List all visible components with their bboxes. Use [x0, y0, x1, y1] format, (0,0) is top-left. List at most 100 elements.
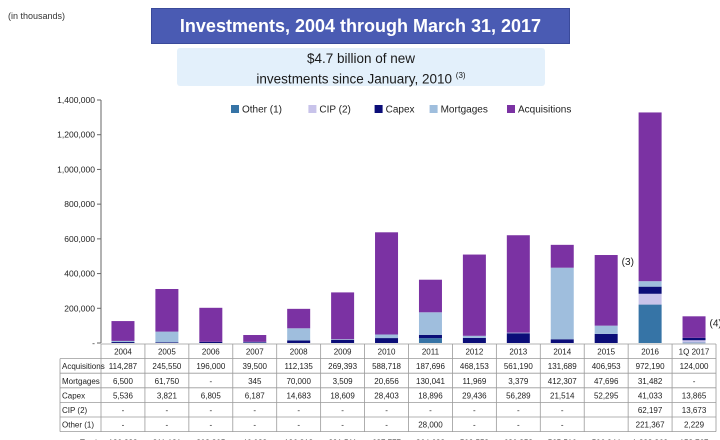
table-cell-value: 13,865	[682, 391, 707, 400]
bar-segment-acquisitions	[682, 316, 706, 338]
subtitle-footnote: (3)	[455, 71, 466, 80]
table-cell-value: -	[209, 377, 212, 386]
total-value: 46,032	[243, 439, 268, 440]
total-value: 196,818	[284, 439, 313, 440]
table-cell-value: 70,000	[286, 377, 311, 386]
bar-segment-acquisitions	[243, 335, 267, 342]
table-cell-value: 52,295	[594, 391, 619, 400]
bar-segment-acquisitions	[199, 307, 223, 342]
table-cell-value: 561,190	[504, 362, 533, 371]
table-cell-value: 62,197	[638, 406, 663, 415]
table-cell-value: -	[297, 421, 300, 430]
x-category-label: 2014	[553, 348, 571, 357]
legend-swatch	[308, 105, 317, 113]
bar-segment-acquisitions	[155, 288, 179, 332]
bar-segment-capex	[375, 338, 399, 343]
table-cell-value: -	[341, 421, 344, 430]
legend-swatch	[429, 105, 438, 113]
table-cell-value: 221,367	[636, 421, 665, 430]
table-cell-value: 61,750	[155, 377, 180, 386]
table-cell-value: -	[693, 377, 696, 386]
table-cell-value: -	[385, 406, 388, 415]
x-category-label: 2011	[422, 348, 440, 357]
legend-label: Acquisitions	[518, 105, 571, 116]
bar-segment-capex	[418, 334, 442, 339]
legend-label: Mortgages	[441, 105, 488, 116]
bar-segment-mortgages	[638, 281, 662, 287]
bar-segment-mortgages	[287, 328, 311, 341]
y-tick-label: 600,000	[64, 234, 95, 244]
bar-segment-capex	[594, 333, 618, 343]
page-title: Investments, 2004 through March 31, 2017	[179, 15, 542, 36]
table-cell-value: -	[561, 406, 564, 415]
table-cell-value: -	[517, 421, 520, 430]
y-tick-label: -	[92, 338, 95, 348]
bar-segment-mortgages	[243, 341, 267, 343]
totals-row-label: Total	[80, 439, 97, 440]
table-cell-value: 21,514	[550, 391, 575, 400]
units-note: (in thousands)	[8, 11, 66, 21]
table-cell-value: 28,000	[418, 421, 443, 430]
table-cell-value: 20,656	[374, 377, 399, 386]
table-cell-value: 11,969	[462, 377, 486, 386]
table-cell-value: -	[253, 406, 256, 415]
legend-swatch	[507, 105, 515, 113]
table-cell-value: -	[473, 406, 476, 415]
table-row-label: Capex	[62, 391, 85, 400]
legend-label: CIP (2)	[319, 105, 351, 116]
table-cell-value: 269,393	[328, 362, 357, 371]
bar-segment-mortgages	[418, 312, 442, 335]
table-cell-value: 6,500	[113, 377, 134, 386]
total-value: 506,944	[592, 439, 621, 440]
table-cell-value: 245,550	[152, 362, 181, 371]
bar-segment-capex	[638, 286, 662, 294]
table-cell-value: -	[166, 421, 169, 430]
table-cell-value: 412,307	[548, 377, 577, 386]
x-category-label: 2015	[597, 348, 615, 357]
table-cell-value: 3,821	[157, 391, 178, 400]
bar-segment-capex	[155, 342, 179, 343]
table-cell-value: -	[297, 406, 300, 415]
x-category-label: 2004	[114, 348, 132, 357]
bar-segment-mortgages	[155, 331, 179, 343]
table-cell-value: 29,436	[462, 391, 487, 400]
bar-segment-capex	[506, 333, 530, 343]
table-cell-value: -	[341, 406, 344, 415]
table-cell-value: 468,153	[460, 362, 489, 371]
table-cell-value: -	[429, 406, 432, 415]
table-cell-value: 124,000	[680, 362, 709, 371]
total-value: 202,805	[196, 439, 225, 440]
table-cell-value: -	[473, 421, 476, 430]
table-cell-value: 131,689	[548, 362, 577, 371]
bar-segment-mortgages	[331, 339, 355, 340]
table-cell-value: -	[209, 421, 212, 430]
investments-chart: - 200,000 400,000 600,000 800,000 1,000,000 1,…	[57, 95, 720, 440]
subtitle-line-2: investments since January, 2010 (3)	[177, 67, 545, 88]
footnote-annotation: (3)	[622, 257, 634, 268]
table-row-label: CIP (2)	[62, 406, 88, 415]
table-cell-value: -	[122, 406, 125, 415]
x-category-label: 2006	[202, 348, 220, 357]
bar-segment-cip-2	[682, 340, 706, 343]
total-value: 509,558	[460, 439, 489, 440]
table-cell-value: 18,896	[418, 391, 443, 400]
bar-segment-acquisitions	[638, 112, 662, 282]
table-cell-value: -	[385, 421, 388, 430]
footnote-annotation: (4)	[710, 318, 720, 329]
x-category-label: 2009	[334, 348, 352, 357]
total-value: 153,767	[680, 439, 709, 440]
x-category-label: 2007	[246, 348, 264, 357]
table-cell-value: 112,135	[285, 362, 314, 371]
bar-segment-capex	[199, 341, 223, 343]
table-cell-value: 18,609	[330, 391, 355, 400]
x-category-label: 2013	[509, 348, 527, 357]
y-tick-label: 1,400,000	[57, 95, 95, 105]
table-cell-value: -	[517, 406, 520, 415]
x-category-label: 2008	[290, 348, 308, 357]
y-tick-label: 800,000	[64, 199, 95, 209]
table-cell-value: 196,000	[196, 362, 225, 371]
table-cell-value: 41,033	[638, 391, 663, 400]
table-cell-value: -	[209, 406, 212, 415]
bar-segment-other-1	[418, 338, 442, 343]
table-row-label: Other (1)	[62, 421, 94, 430]
